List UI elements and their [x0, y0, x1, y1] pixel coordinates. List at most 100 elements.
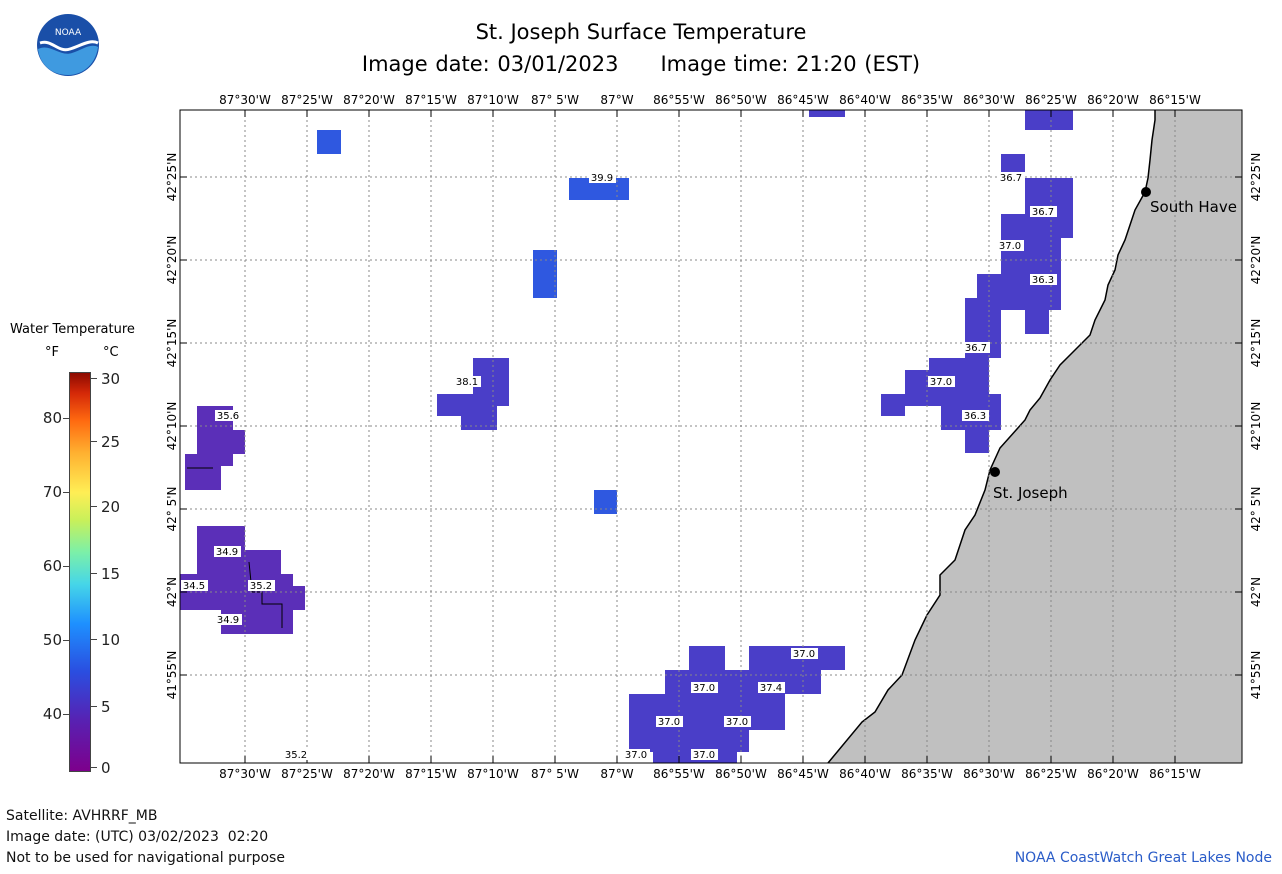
temp-label: 34.9 [216, 547, 238, 558]
tick-mark [63, 492, 69, 493]
lat-label: 42°10'N [1249, 402, 1263, 451]
temp-label: 34.9 [217, 615, 239, 626]
legend-unit-f: °F [45, 345, 59, 360]
lon-label: 87°30'W [219, 767, 271, 781]
tick-mark [91, 639, 97, 640]
tick-mark [63, 640, 69, 641]
utc-date: Image date: (UTC) 03/02/2023 02:20 [6, 829, 269, 845]
tick-mark [91, 441, 97, 442]
graticule [180, 110, 1242, 763]
noaa-logo: NOAA [37, 14, 99, 76]
temp-label: 39.9 [591, 173, 613, 184]
tick-c: 15 [101, 565, 121, 583]
temp-label: 37.0 [999, 241, 1021, 252]
temp-label: 36.7 [1000, 173, 1022, 184]
lon-label: 87° 5'W [531, 767, 579, 781]
tick-f: 40 [42, 705, 62, 723]
temp-label: 34.5 [183, 581, 205, 592]
image-date-time: Image date: 03/01/2023 Image time: 21:20 … [0, 52, 1282, 76]
temperature-colorbar [69, 372, 91, 772]
left-latitude-labels: 42°25'N 42°20'N 42°15'N 42°10'N 42° 5'N … [165, 153, 179, 700]
temp-label: 37.0 [658, 717, 680, 728]
tick-mark [91, 573, 97, 574]
tick-mark [91, 706, 97, 707]
lon-label: 86°50'W [715, 93, 767, 107]
tick-mark [63, 418, 69, 419]
city-label-south-haven: South Have [1150, 198, 1237, 216]
city-label-st-joseph: St. Joseph [993, 484, 1068, 502]
temp-label: 37.0 [726, 717, 748, 728]
temp-label: 37.0 [930, 377, 952, 388]
tick-c: 20 [101, 498, 121, 516]
disclaimer: Not to be used for navigational purpose [6, 850, 285, 866]
lon-label: 87°10'W [467, 767, 519, 781]
right-latitude-labels: 42°25'N 42°20'N 42°15'N 42°10'N 42° 5'N … [1249, 153, 1263, 700]
tick-mark [91, 767, 97, 768]
lon-label: 86°15'W [1149, 93, 1201, 107]
map-frame [179, 109, 1243, 764]
city-markers: South Have St. Joseph [990, 187, 1237, 502]
temp-label: 36.3 [964, 411, 986, 422]
lat-label: 41°55'N [165, 651, 179, 700]
city-dot [990, 467, 1000, 477]
lon-label: 86°30'W [963, 767, 1015, 781]
temp-label: 36.3 [1032, 275, 1054, 286]
lat-label: 42°10'N [165, 402, 179, 451]
lat-label: 42°20'N [165, 236, 179, 285]
lon-label: 86°20'W [1087, 93, 1139, 107]
tick-c: 30 [101, 370, 121, 388]
lat-label: 42°25'N [1249, 153, 1263, 202]
lat-label: 42°15'N [165, 319, 179, 368]
lon-label: 86°35'W [901, 767, 953, 781]
lon-label: 87°W [600, 93, 633, 107]
lon-label: 86°50'W [715, 767, 767, 781]
city-dot [1141, 187, 1151, 197]
lon-label: 86°15'W [1149, 767, 1201, 781]
lon-label: 87° 5'W [531, 93, 579, 107]
lat-label: 42°15'N [1249, 319, 1263, 368]
credit-link[interactable]: NOAA CoastWatch Great Lakes Node [1014, 850, 1272, 866]
temp-label: 35.6 [217, 411, 239, 422]
lon-label: 87°20'W [343, 767, 395, 781]
lon-label: 86°55'W [653, 93, 705, 107]
bottom-longitude-labels: 87°30'W 87°25'W 87°20'W 87°15'W 87°10'W … [219, 767, 1201, 781]
top-longitude-labels: 87°30'W 87°25'W 87°20'W 87°15'W 87°10'W … [219, 93, 1201, 107]
tick-mark [91, 378, 97, 379]
legend-title: Water Temperature [10, 322, 135, 337]
temp-label: 37.4 [760, 683, 782, 694]
frame-ticks [180, 110, 1242, 763]
lon-label: 86°40'W [839, 767, 891, 781]
land-area [828, 110, 1242, 763]
temp-label: 37.0 [693, 683, 715, 694]
temp-label: 37.0 [693, 750, 715, 761]
lon-label: 87°10'W [467, 93, 519, 107]
tick-f: 50 [42, 631, 62, 649]
svg-text:NOAA: NOAA [55, 28, 82, 38]
lon-label: 87°15'W [405, 767, 457, 781]
tick-mark [63, 714, 69, 715]
lon-label: 87°25'W [281, 93, 333, 107]
lon-label: 86°55'W [653, 767, 705, 781]
lat-label: 42° 5'N [165, 487, 179, 532]
lon-label: 87°W [600, 767, 633, 781]
satellite-info: Satellite: AVHRRF_MB [6, 808, 158, 824]
temp-label: 37.0 [793, 649, 815, 660]
lon-label: 86°20'W [1087, 767, 1139, 781]
temp-label: 35.2 [250, 581, 272, 592]
tick-c: 0 [101, 759, 111, 777]
lon-label: 87°30'W [219, 93, 271, 107]
tick-f: 70 [42, 483, 62, 501]
lon-label: 86°45'W [777, 767, 829, 781]
lon-label: 86°25'W [1025, 93, 1077, 107]
tick-c: 25 [101, 433, 121, 451]
lon-label: 87°25'W [281, 767, 333, 781]
tick-f: 60 [42, 557, 62, 575]
temp-label: 38.1 [456, 377, 478, 388]
lat-label: 42°20'N [1249, 236, 1263, 285]
lat-label: 42° 5'N [1249, 487, 1263, 532]
lon-label: 86°45'W [777, 93, 829, 107]
temperature-labels: 39.9 36.7 36.7 37.0 36.3 36.7 37.0 36.3 … [181, 172, 1057, 761]
temp-label: 36.7 [1032, 207, 1054, 218]
lon-label: 87°20'W [343, 93, 395, 107]
